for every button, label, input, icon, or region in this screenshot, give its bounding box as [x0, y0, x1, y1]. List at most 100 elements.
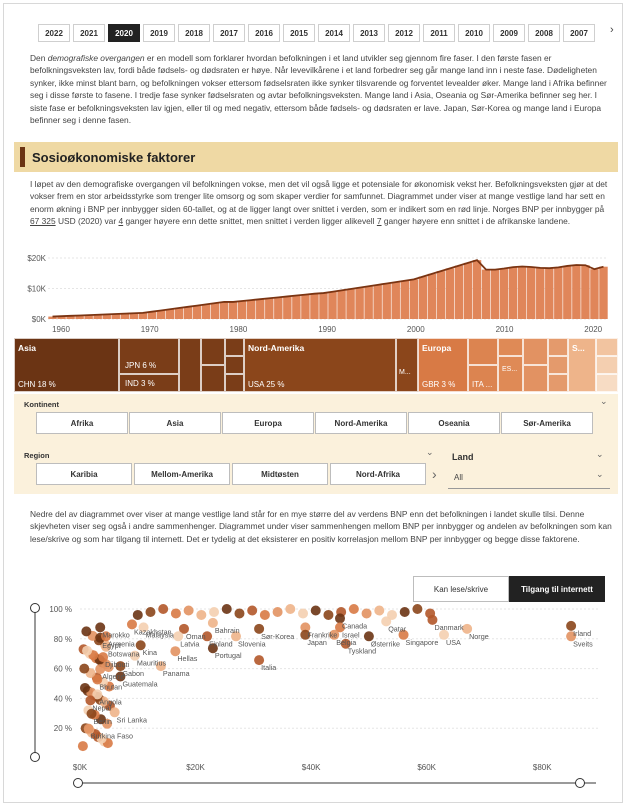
- treemap-ind[interactable]: IND 3 %: [119, 374, 179, 392]
- scatter-point[interactable]: [85, 695, 96, 706]
- gdp-bar[interactable]: [274, 297, 283, 319]
- gdp-bar[interactable]: [138, 312, 148, 319]
- chevron-right-icon[interactable]: ›: [610, 24, 614, 36]
- land-select[interactable]: All ⌄: [448, 468, 610, 489]
- scatter-point[interactable]: [132, 609, 143, 620]
- scatter-point[interactable]: [335, 622, 345, 633]
- treemap-europe-small[interactable]: [548, 356, 568, 374]
- gdp-bar[interactable]: [346, 288, 355, 319]
- toggle-internet[interactable]: Tilgang til internett: [509, 576, 605, 602]
- treemap-europa[interactable]: Europa GBR 3 %: [418, 338, 468, 392]
- scatter-point[interactable]: [247, 605, 258, 616]
- scatter-point[interactable]: [170, 608, 181, 619]
- gdp-bar[interactable]: [174, 308, 184, 319]
- treemap-other-small[interactable]: [596, 356, 618, 374]
- scatter-point[interactable]: [115, 661, 126, 672]
- year-button-2010[interactable]: 2010: [458, 24, 490, 42]
- kontinent-button[interactable]: Oseania: [408, 412, 500, 434]
- scatter-point[interactable]: [92, 689, 103, 700]
- kontinent-button[interactable]: Asia: [129, 412, 221, 434]
- scatter-point[interactable]: [83, 723, 94, 734]
- scatter-point[interactable]: [387, 609, 397, 620]
- gdp-bar[interactable]: [256, 299, 265, 319]
- scatter-point[interactable]: [207, 643, 218, 654]
- treemap-samerica[interactable]: S...: [568, 338, 596, 392]
- gdp-bar[interactable]: [382, 283, 391, 319]
- gdp-bar[interactable]: [490, 269, 500, 319]
- x-slider-left-handle[interactable]: [73, 778, 83, 788]
- scatter-point[interactable]: [340, 638, 351, 649]
- scatter-point[interactable]: [381, 616, 392, 627]
- gdp-bar[interactable]: [192, 305, 202, 319]
- year-button-2008[interactable]: 2008: [528, 24, 560, 42]
- scatter-point[interactable]: [427, 614, 438, 625]
- chevron-down-icon[interactable]: ⌄: [600, 396, 608, 406]
- scatter-point[interactable]: [361, 608, 372, 619]
- scatter-point[interactable]: [173, 631, 184, 642]
- scatter-point[interactable]: [129, 650, 140, 661]
- year-button-2017[interactable]: 2017: [213, 24, 245, 42]
- treemap-asia-small[interactable]: [179, 338, 201, 392]
- gdp-bar[interactable]: [355, 287, 364, 319]
- treemap-namerica[interactable]: Nord-Amerika USA 25 %: [244, 338, 396, 392]
- kontinent-button[interactable]: Nord-Amerika: [315, 412, 407, 434]
- chevron-down-icon[interactable]: ⌄: [426, 447, 434, 457]
- gdp-bar[interactable]: [328, 291, 337, 319]
- gdp-bar[interactable]: [472, 260, 482, 319]
- region-button[interactable]: Nord-Afrika: [330, 463, 426, 485]
- year-button-2011[interactable]: 2011: [423, 24, 455, 42]
- gdp-bar[interactable]: [454, 265, 464, 319]
- treemap-europe-small[interactable]: [548, 374, 568, 392]
- gdp-bar[interactable]: [165, 309, 175, 319]
- gdp-bar[interactable]: [545, 268, 554, 319]
- x-range-slider[interactable]: [78, 782, 596, 784]
- gdp-bar[interactable]: [418, 276, 428, 319]
- gdp-bar[interactable]: [183, 306, 193, 319]
- gdp-bar[interactable]: [554, 267, 563, 319]
- scatter-point[interactable]: [79, 682, 90, 693]
- scatter-point[interactable]: [323, 609, 334, 620]
- scatter-point[interactable]: [101, 631, 111, 642]
- gdp-bar[interactable]: [84, 315, 93, 319]
- treemap-other-small[interactable]: [596, 338, 618, 356]
- treemap-m[interactable]: M...: [396, 338, 418, 392]
- scatter-point[interactable]: [115, 671, 126, 682]
- scatter-point[interactable]: [398, 629, 409, 640]
- scatter-point[interactable]: [254, 623, 265, 634]
- treemap-europe-small[interactable]: [548, 338, 568, 356]
- gdp-bar[interactable]: [400, 280, 409, 319]
- gdp-bar[interactable]: [237, 301, 247, 319]
- gdp-bar[interactable]: [120, 313, 129, 319]
- scatter-point[interactable]: [335, 613, 345, 624]
- scatter-point[interactable]: [300, 622, 311, 633]
- treemap-es[interactable]: ES...: [498, 356, 523, 392]
- scatter-point[interactable]: [348, 604, 359, 614]
- gdp-bar[interactable]: [265, 298, 274, 319]
- year-button-2016[interactable]: 2016: [248, 24, 280, 42]
- gdp-bar[interactable]: [219, 301, 229, 319]
- gdp-bar[interactable]: [599, 266, 608, 319]
- scatter-point[interactable]: [310, 605, 321, 616]
- gdp-bar[interactable]: [572, 265, 581, 319]
- scatter-point[interactable]: [207, 617, 218, 628]
- scatter-point[interactable]: [179, 623, 189, 634]
- scatter-point[interactable]: [95, 664, 106, 675]
- scatter-point[interactable]: [183, 605, 194, 616]
- gdp-bar[interactable]: [517, 266, 527, 319]
- gdp-bar[interactable]: [563, 265, 572, 319]
- kontinent-button[interactable]: Sør-Amerika: [501, 412, 593, 434]
- scatter-point[interactable]: [566, 631, 577, 642]
- scatter-point[interactable]: [329, 629, 340, 640]
- region-button[interactable]: Karibia: [36, 463, 132, 485]
- treemap-asia-small[interactable]: [201, 365, 225, 392]
- gdp-bar[interactable]: [409, 279, 419, 319]
- gdp-bar[interactable]: [445, 268, 455, 319]
- gdp-bar[interactable]: [581, 265, 590, 319]
- year-button-2012[interactable]: 2012: [388, 24, 420, 42]
- gdp-bar[interactable]: [590, 269, 599, 319]
- year-button-2009[interactable]: 2009: [493, 24, 525, 42]
- scatter-point[interactable]: [170, 646, 181, 657]
- treemap-ita[interactable]: ITA ...: [468, 365, 498, 392]
- gdp-bar[interactable]: [427, 273, 437, 319]
- scatter-point[interactable]: [98, 652, 109, 663]
